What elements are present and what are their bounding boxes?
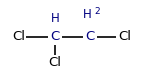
Text: H: H [51, 11, 59, 24]
Text: C: C [50, 31, 60, 43]
Text: H: H [83, 7, 91, 21]
Text: Cl: Cl [118, 31, 131, 43]
Text: Cl: Cl [48, 56, 61, 70]
Text: Cl: Cl [12, 31, 25, 43]
Text: 2: 2 [94, 7, 100, 15]
Text: C: C [85, 31, 95, 43]
